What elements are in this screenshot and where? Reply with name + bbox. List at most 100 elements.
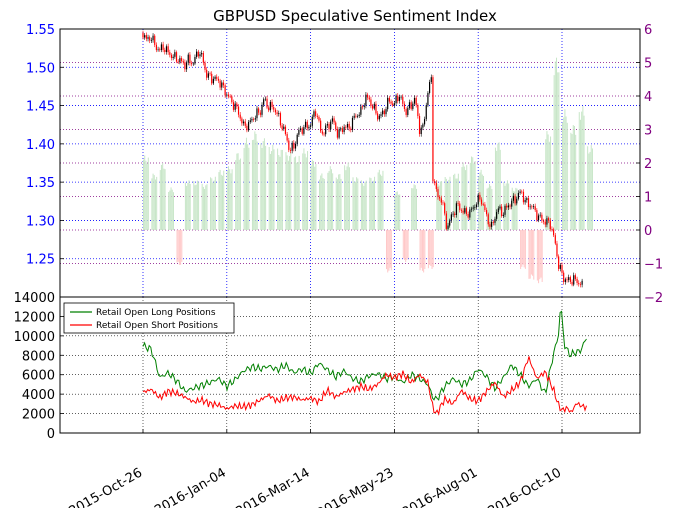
candle-body [241, 118, 243, 124]
candle-body [298, 129, 300, 135]
candle-body [464, 208, 466, 213]
sentiment-bar-positive [245, 137, 247, 230]
sentiment-bar-positive [145, 160, 147, 230]
candle-body [207, 73, 209, 78]
sentiment-bar-positive [362, 183, 364, 230]
candle-body [524, 199, 526, 203]
sentiment-bar-positive [262, 141, 264, 230]
candle-body [160, 44, 163, 51]
sentiment-bar-positive [226, 171, 228, 230]
candle-body [268, 107, 270, 111]
candle-body [393, 103, 395, 106]
sentiment-bar-positive [247, 144, 249, 230]
sentiment-bar-positive [511, 187, 513, 230]
price-tick-label: 1.45 [26, 100, 55, 115]
candle-body [420, 127, 422, 135]
sentiment-bar-positive [449, 176, 451, 230]
sentiment-bar-positive [487, 187, 489, 230]
candle-body [286, 134, 288, 141]
sentiment-bar-negative [406, 230, 408, 260]
sentiment-tick-label: −1 [644, 258, 663, 273]
candle-body [522, 191, 525, 203]
sentiment-bar-positive [195, 184, 197, 230]
candle-body [405, 109, 407, 115]
candle-body [504, 205, 506, 215]
sentiment-bar-positive [238, 159, 240, 230]
candle-body [516, 198, 518, 204]
candle-body [383, 110, 385, 115]
candle-body [191, 63, 193, 65]
candle-body [338, 129, 340, 138]
sentiment-bar-positive [365, 180, 367, 230]
price-candles [142, 30, 583, 288]
candle-body [487, 214, 489, 225]
candle-body [484, 204, 486, 211]
candle-body [283, 126, 285, 130]
candle-body [368, 97, 370, 100]
sentiment-bar-positive [219, 169, 221, 230]
sentiment-bar-negative [419, 230, 421, 271]
sentiment-bar-positive [354, 181, 356, 230]
candle-body [370, 99, 372, 107]
candle-body [175, 52, 178, 62]
sentiment-bar-positive [314, 166, 316, 230]
candle-body [475, 204, 478, 208]
sentiment-bar-negative [538, 230, 540, 284]
sentiment-bar-positive [357, 178, 359, 230]
candle-body [385, 109, 387, 115]
candle-body [356, 116, 359, 117]
sentiment-bar-negative [536, 230, 538, 281]
candle-body [427, 92, 429, 106]
candle-body [403, 103, 406, 110]
sentiment-bar-positive [494, 147, 496, 230]
candle-body [234, 103, 236, 110]
candle-body [196, 51, 198, 57]
sentiment-bar-positive [235, 160, 237, 230]
candle-body [341, 128, 344, 132]
sentiment-bar-positive [516, 188, 518, 230]
candle-body [180, 58, 183, 61]
candle-body [372, 106, 374, 109]
sentiment-bar-negative [177, 230, 179, 262]
sentiment-bar-negative [530, 230, 532, 275]
candle-body [460, 210, 463, 211]
sentiment-bar-positive [589, 151, 591, 230]
sentiment-bar-positive [271, 151, 273, 230]
sentiment-bar-positive [474, 161, 476, 230]
sentiment-bar-positive [273, 149, 275, 230]
candle-body [531, 206, 533, 208]
candle-body [573, 275, 575, 285]
sentiment-bar-positive [160, 164, 162, 230]
candle-body [222, 82, 225, 86]
date-tick-label: 2015-Oct-26 [67, 465, 145, 508]
sentiment-bar-positive [369, 177, 371, 230]
candle-body [519, 191, 521, 193]
candle-body [365, 94, 367, 106]
sentiment-bar-positive [463, 166, 465, 230]
sentiment-tick-label: 1 [644, 191, 652, 206]
sentiment-bar-positive [268, 146, 270, 230]
candle-body [237, 106, 240, 115]
sentiment-bar-positive [163, 168, 165, 230]
candle-body [299, 128, 302, 130]
sentiment-bar-negative [421, 230, 423, 271]
sentiment-bar-positive [412, 188, 414, 230]
candle-body [422, 124, 424, 128]
candle-body [547, 218, 550, 221]
sentiment-bar-positive [286, 155, 288, 230]
sentiment-bar-positive [515, 187, 517, 230]
candle-body [251, 119, 253, 121]
candle-body [174, 52, 176, 57]
candle-body [517, 192, 520, 199]
sentiment-bar-positive [488, 184, 490, 230]
candle-body [232, 102, 235, 110]
sentiment-bar-negative [427, 230, 429, 269]
candle-body [242, 121, 245, 124]
candle-body [382, 110, 384, 115]
sentiment-bar-negative [402, 230, 404, 259]
candle-body [296, 134, 298, 144]
sentiment-bar-positive [336, 179, 338, 230]
sentiment-bar-positive [330, 169, 332, 230]
sentiment-bar-negative [528, 230, 530, 279]
sentiment-bar-positive [315, 163, 317, 230]
